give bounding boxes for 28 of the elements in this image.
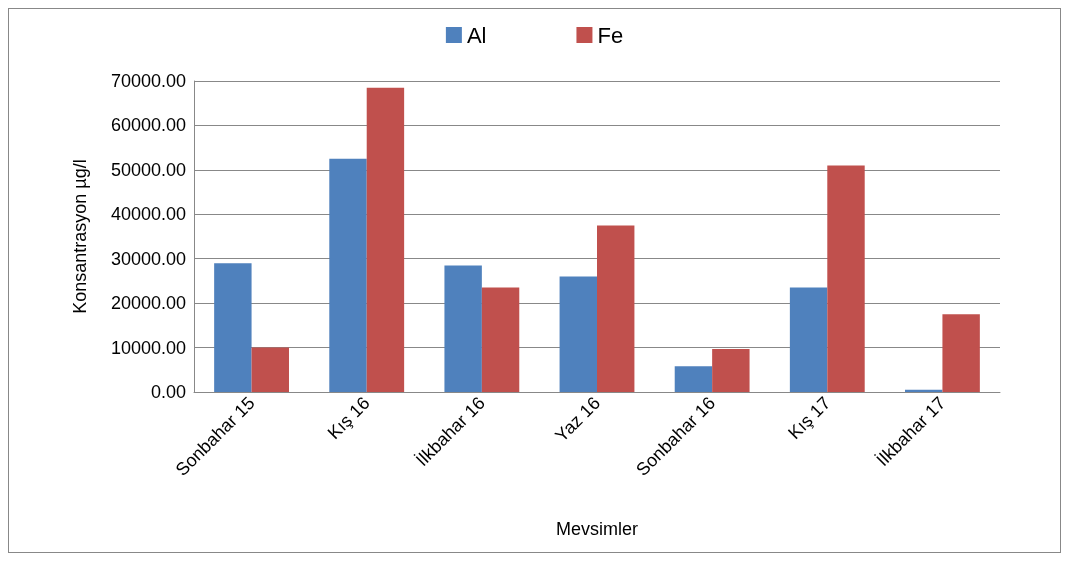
y-tick-label: 50000.00 <box>110 159 186 180</box>
bar <box>789 287 828 392</box>
bar <box>366 87 405 392</box>
y-tick-label: 10000.00 <box>110 337 186 358</box>
y-tick-label: 20000.00 <box>110 293 186 314</box>
bar <box>444 265 482 392</box>
legend-label: Al <box>466 22 487 48</box>
bar <box>329 158 367 392</box>
x-axis-title: Mevsimler <box>555 519 639 539</box>
bar <box>942 314 980 392</box>
bar <box>674 366 713 392</box>
legend-label: Fe <box>597 22 624 48</box>
bar <box>827 165 865 392</box>
y-tick-label: 0.00 <box>150 382 186 402</box>
bar <box>559 276 597 392</box>
y-tick-label: 60000.00 <box>110 115 186 136</box>
bar <box>214 263 252 392</box>
bar <box>597 225 635 392</box>
x-tick-label: Yaz 16 <box>551 392 605 446</box>
bar <box>251 347 289 392</box>
x-tick-label: Kış 17 <box>784 392 835 444</box>
y-tick-label: 70000.00 <box>110 71 186 91</box>
y-tick-label: 30000.00 <box>110 248 186 269</box>
y-axis-title: Konsantrasyon µg/l <box>70 159 90 314</box>
bar <box>712 348 750 392</box>
x-tick-label: Kış 16 <box>323 392 374 444</box>
y-tick-label: 40000.00 <box>110 204 186 225</box>
bar <box>481 287 520 392</box>
